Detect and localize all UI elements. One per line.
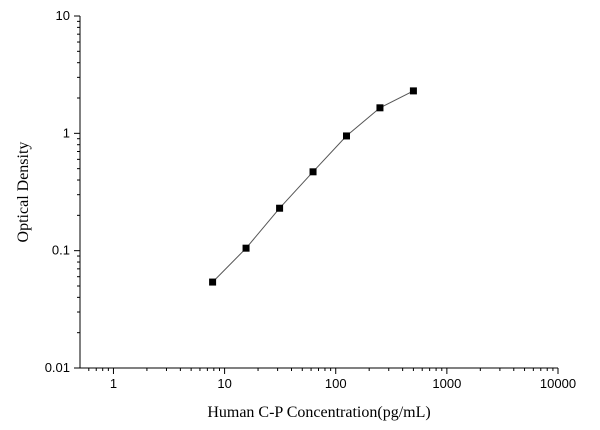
x-tick-label: 10 (217, 376, 231, 391)
y-axis-title: Optical Density (15, 142, 32, 243)
y-tick-label: 0.01 (45, 360, 70, 375)
y-tick-label: 0.1 (52, 243, 70, 258)
x-axis-title: Human C-P Concentration(pg/mL) (207, 404, 430, 421)
data-point (376, 104, 384, 112)
data-point (309, 168, 317, 176)
series-layer (209, 87, 417, 286)
axes (79, 16, 558, 369)
x-ticks: 1 10 100 1000 10000 (88, 368, 576, 391)
x-tick-label: 10000 (540, 376, 576, 391)
data-point (342, 132, 350, 140)
data-point (409, 87, 417, 95)
data-point (242, 244, 250, 252)
series-line (212, 90, 414, 283)
data-point (276, 204, 284, 212)
y-tick-label: 10 (56, 8, 70, 23)
x-tick-label: 1000 (432, 376, 461, 391)
y-ticks: 0.01 0.1 1 10 (45, 8, 80, 375)
x-tick-label: 1 (110, 376, 117, 391)
x-tick-label: 100 (325, 376, 347, 391)
y-tick-label: 1 (63, 125, 70, 140)
data-point (209, 278, 217, 286)
